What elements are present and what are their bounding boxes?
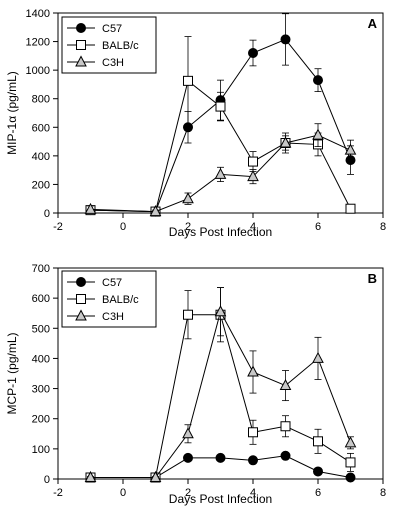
legend: C57 BALB/c C3H <box>61 16 157 74</box>
data-point <box>312 351 324 363</box>
y-tick-label: 800 <box>32 94 50 106</box>
y-tick-label: 500 <box>32 323 50 335</box>
y-axis-title: MIP-1α (pg/mL) <box>5 71 19 155</box>
data-point <box>183 309 193 320</box>
x-tick-label: 4 <box>250 221 256 233</box>
data-point <box>279 378 292 391</box>
legend-label: C57 <box>102 23 122 35</box>
series-line <box>90 134 351 213</box>
legend-label: C3H <box>102 311 124 323</box>
data-point <box>313 75 323 86</box>
series-c3h <box>84 123 357 217</box>
data-point <box>280 421 291 432</box>
x-tick-label: 8 <box>380 221 386 233</box>
x-tick-label: 6 <box>315 487 321 499</box>
data-point <box>84 470 97 482</box>
x-tick-label: 2 <box>185 221 191 233</box>
y-tick-label: 200 <box>32 179 50 191</box>
data-point <box>247 169 259 182</box>
data-point <box>84 202 97 214</box>
data-point <box>313 436 323 447</box>
legend-marker <box>75 55 87 67</box>
data-point <box>344 436 357 448</box>
x-tick-label: 4 <box>250 487 256 499</box>
data-point <box>182 427 194 439</box>
y-tick-label: 100 <box>32 444 50 456</box>
y-tick-label: 0 <box>44 474 50 486</box>
series-c3h <box>84 287 357 482</box>
x-tick-label: 6 <box>315 221 321 233</box>
data-point <box>279 136 292 148</box>
series-line <box>90 38 351 213</box>
legend-label: BALB/c <box>102 40 139 52</box>
y-tick-label: 1000 <box>26 65 50 77</box>
data-point <box>313 466 323 477</box>
panel-label: A <box>368 16 378 31</box>
y-tick-label: 700 <box>32 263 50 275</box>
panel-label: B <box>368 271 377 286</box>
data-point <box>149 470 162 482</box>
x-axis-title: Days Post Infection <box>169 492 272 506</box>
legend: C57 BALB/c C3H <box>61 270 157 328</box>
data-point <box>248 455 258 466</box>
y-tick-label: 400 <box>32 353 50 365</box>
legend-marker <box>76 40 86 50</box>
y-tick-label: 300 <box>32 384 50 396</box>
data-point <box>312 128 324 140</box>
series-line <box>90 455 351 478</box>
x-axis-title: Days Post Infection <box>169 225 272 239</box>
x-tick-label: 0 <box>120 221 126 233</box>
legend-marker <box>75 309 87 321</box>
legend-label: C57 <box>102 277 122 289</box>
legend-marker <box>76 294 86 304</box>
data-point <box>247 365 259 377</box>
x-tick-label: -2 <box>53 487 63 499</box>
data-point <box>344 143 357 155</box>
data-point <box>248 427 258 438</box>
data-point <box>215 101 226 112</box>
x-tick-label: -2 <box>53 221 63 233</box>
y-tick-label: 200 <box>32 414 50 426</box>
y-axis-title: MCP-1 (pg/mL) <box>5 332 19 414</box>
data-point <box>215 452 226 463</box>
series-line <box>90 314 351 478</box>
x-tick-label: 8 <box>380 487 386 499</box>
data-point <box>345 203 356 214</box>
y-tick-label: 1200 <box>26 37 50 49</box>
plot-frame <box>57 267 384 480</box>
data-point <box>183 452 193 463</box>
data-point <box>280 34 291 45</box>
legend-marker <box>76 277 86 287</box>
data-point <box>248 48 258 58</box>
data-point <box>345 472 356 483</box>
legend-label: C3H <box>102 57 124 69</box>
legend-marker <box>76 23 86 33</box>
data-point <box>214 167 227 179</box>
x-tick-label: 0 <box>120 487 126 499</box>
x-tick-label: 2 <box>185 487 191 499</box>
legend-label: BALB/c <box>102 294 139 306</box>
y-tick-label: 1400 <box>26 8 50 20</box>
data-point <box>149 204 162 217</box>
data-point <box>182 192 194 204</box>
y-tick-label: 600 <box>32 122 50 134</box>
y-tick-label: 0 <box>44 208 50 220</box>
plot-frame <box>57 12 384 214</box>
y-tick-label: 400 <box>32 151 50 163</box>
data-point <box>214 305 227 317</box>
data-point <box>183 75 193 86</box>
series-line <box>90 79 351 213</box>
y-tick-label: 600 <box>32 293 50 305</box>
data-point <box>248 156 258 167</box>
data-point <box>280 450 291 461</box>
series-line <box>90 310 351 478</box>
data-point <box>345 457 356 468</box>
